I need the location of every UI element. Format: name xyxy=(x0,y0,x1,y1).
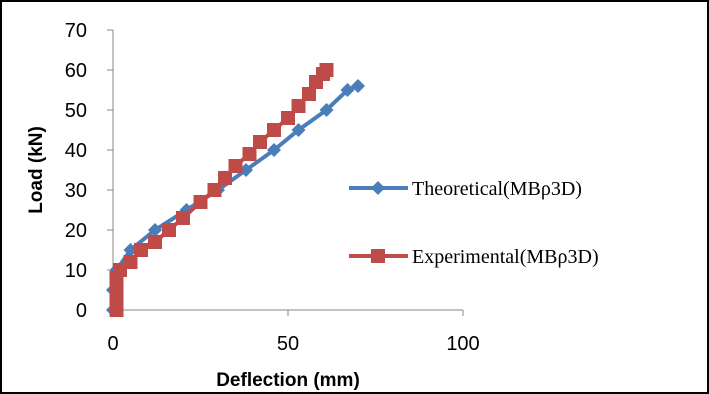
data-point xyxy=(123,255,138,269)
data-point xyxy=(176,211,190,225)
data-point xyxy=(319,63,334,77)
legend-swatch-marker xyxy=(371,249,385,263)
legend-label: Theoretical(MBρ3D) xyxy=(412,178,582,200)
y-axis-title: Load (kN) xyxy=(26,126,47,214)
data-point xyxy=(291,123,306,137)
data-point xyxy=(291,99,306,113)
data-point xyxy=(148,223,162,237)
y-tick-label: 50 xyxy=(65,100,87,122)
data-point xyxy=(193,195,208,209)
legend-swatch-marker xyxy=(371,181,385,195)
data-point xyxy=(218,171,232,185)
x-tick-label: 100 xyxy=(446,333,479,355)
y-tick-label: 30 xyxy=(65,180,87,202)
x-tick-label: 0 xyxy=(107,333,118,355)
data-point xyxy=(253,135,267,149)
data-point xyxy=(281,111,295,125)
data-point xyxy=(242,147,257,161)
data-point xyxy=(340,83,355,97)
y-tick-label: 10 xyxy=(65,260,87,282)
legend-entry-2: Experimental(MBρ3D) xyxy=(349,246,599,268)
data-point xyxy=(162,223,176,237)
x-tick-label: 50 xyxy=(277,333,299,355)
series-2 xyxy=(109,63,334,317)
y-tick-label: 70 xyxy=(65,20,87,42)
x-axis-title: Deflection (mm) xyxy=(216,370,360,391)
y-tick-label: 40 xyxy=(65,140,87,162)
y-tick-label: 60 xyxy=(65,60,87,82)
y-tick-label: 20 xyxy=(65,220,87,242)
legend: Theoretical(MBρ3D) Experimental(MBρ3D) xyxy=(349,178,599,268)
data-point xyxy=(267,123,281,137)
data-point xyxy=(302,87,316,101)
data-point xyxy=(351,79,365,93)
data-point xyxy=(228,159,243,173)
data-point xyxy=(148,235,162,249)
data-point xyxy=(134,243,148,257)
data-point xyxy=(267,143,281,157)
data-point xyxy=(207,183,222,197)
legend-entry-1: Theoretical(MBρ3D) xyxy=(349,178,582,200)
data-point xyxy=(319,103,334,117)
series-layer xyxy=(106,63,365,317)
legend-label: Experimental(MBρ3D) xyxy=(412,246,599,268)
y-tick-label: 0 xyxy=(76,300,87,322)
